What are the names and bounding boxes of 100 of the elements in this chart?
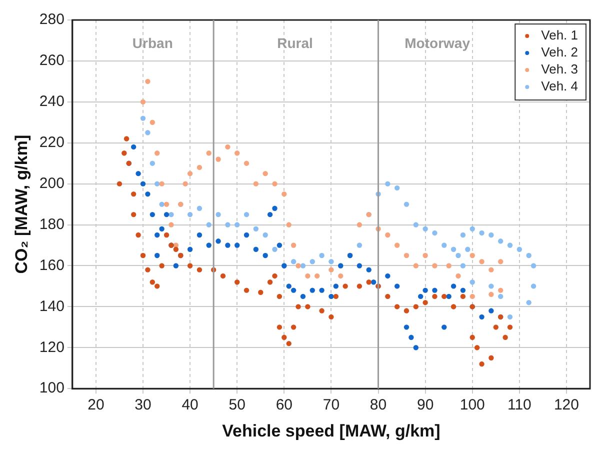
point — [276, 242, 282, 248]
point — [356, 263, 362, 268]
point — [422, 300, 428, 306]
point — [488, 232, 494, 238]
point — [276, 324, 282, 330]
point — [422, 252, 428, 258]
point — [296, 263, 301, 268]
point — [432, 288, 438, 293]
point — [187, 246, 193, 252]
point — [498, 238, 504, 244]
point — [507, 242, 513, 248]
point — [136, 170, 141, 176]
point — [116, 181, 122, 186]
annotation: Urban — [132, 34, 173, 51]
point — [456, 252, 461, 258]
point — [479, 314, 484, 320]
point — [286, 222, 292, 228]
point — [140, 252, 146, 258]
point — [366, 267, 372, 272]
point — [150, 212, 156, 218]
point — [498, 259, 504, 264]
x-tick-label: 40 — [182, 396, 198, 414]
point — [442, 242, 447, 248]
point — [290, 242, 296, 248]
point — [145, 78, 150, 84]
point — [470, 280, 475, 285]
point — [385, 294, 390, 300]
point — [310, 288, 315, 293]
point — [356, 284, 362, 289]
point — [470, 252, 475, 258]
annotation: Motorway — [404, 34, 470, 51]
point — [385, 232, 390, 238]
point — [530, 263, 536, 268]
point — [290, 259, 296, 264]
point — [130, 144, 136, 150]
point — [154, 181, 160, 186]
point — [258, 290, 264, 295]
point — [244, 160, 250, 166]
point — [206, 242, 212, 248]
point — [432, 294, 438, 300]
point — [154, 252, 160, 258]
point — [507, 314, 513, 320]
point — [154, 150, 160, 156]
point — [244, 232, 250, 238]
point — [530, 284, 536, 289]
point — [488, 284, 494, 289]
annotation: Rural — [277, 34, 313, 51]
point — [488, 267, 494, 272]
point — [206, 150, 212, 156]
point — [272, 181, 278, 186]
x-tick-label: 120 — [554, 396, 579, 414]
point — [282, 191, 287, 197]
point — [460, 288, 466, 293]
point — [418, 294, 424, 300]
point — [404, 202, 410, 207]
y-tick-label: 280 — [39, 11, 64, 28]
point — [300, 294, 306, 300]
point — [145, 267, 150, 272]
point — [164, 212, 170, 218]
point — [216, 238, 221, 244]
y-tick-label: 220 — [39, 134, 64, 152]
point — [267, 280, 273, 285]
y-tick-label: 140 — [39, 298, 64, 315]
point — [446, 294, 452, 300]
point — [234, 150, 240, 156]
y-tick-label: 240 — [39, 93, 64, 110]
x-tick-label: 60 — [276, 396, 293, 414]
point — [413, 263, 419, 268]
point — [130, 212, 136, 218]
point — [356, 222, 362, 228]
point — [488, 355, 494, 360]
point — [225, 144, 230, 150]
point — [319, 288, 324, 293]
point — [479, 230, 484, 236]
legend-label: Veh. 3 — [541, 62, 578, 77]
point — [470, 294, 475, 300]
point — [328, 259, 334, 264]
point — [404, 308, 410, 314]
point — [154, 232, 160, 238]
point — [140, 99, 146, 105]
point — [244, 212, 250, 218]
point — [168, 222, 174, 228]
point — [282, 334, 287, 340]
point — [502, 334, 508, 340]
point — [267, 212, 273, 218]
y-tick-label: 200 — [39, 174, 64, 192]
point — [196, 232, 202, 238]
legend-label: Veh. 1 — [541, 28, 578, 43]
point — [470, 226, 475, 232]
point — [272, 246, 278, 252]
point — [442, 294, 447, 300]
point — [498, 288, 504, 293]
point — [187, 212, 193, 218]
y-tick-label: 260 — [39, 52, 64, 70]
point — [404, 252, 410, 258]
point — [145, 130, 150, 136]
point — [216, 156, 221, 162]
point — [422, 226, 428, 232]
point — [394, 304, 400, 310]
point — [526, 252, 532, 258]
